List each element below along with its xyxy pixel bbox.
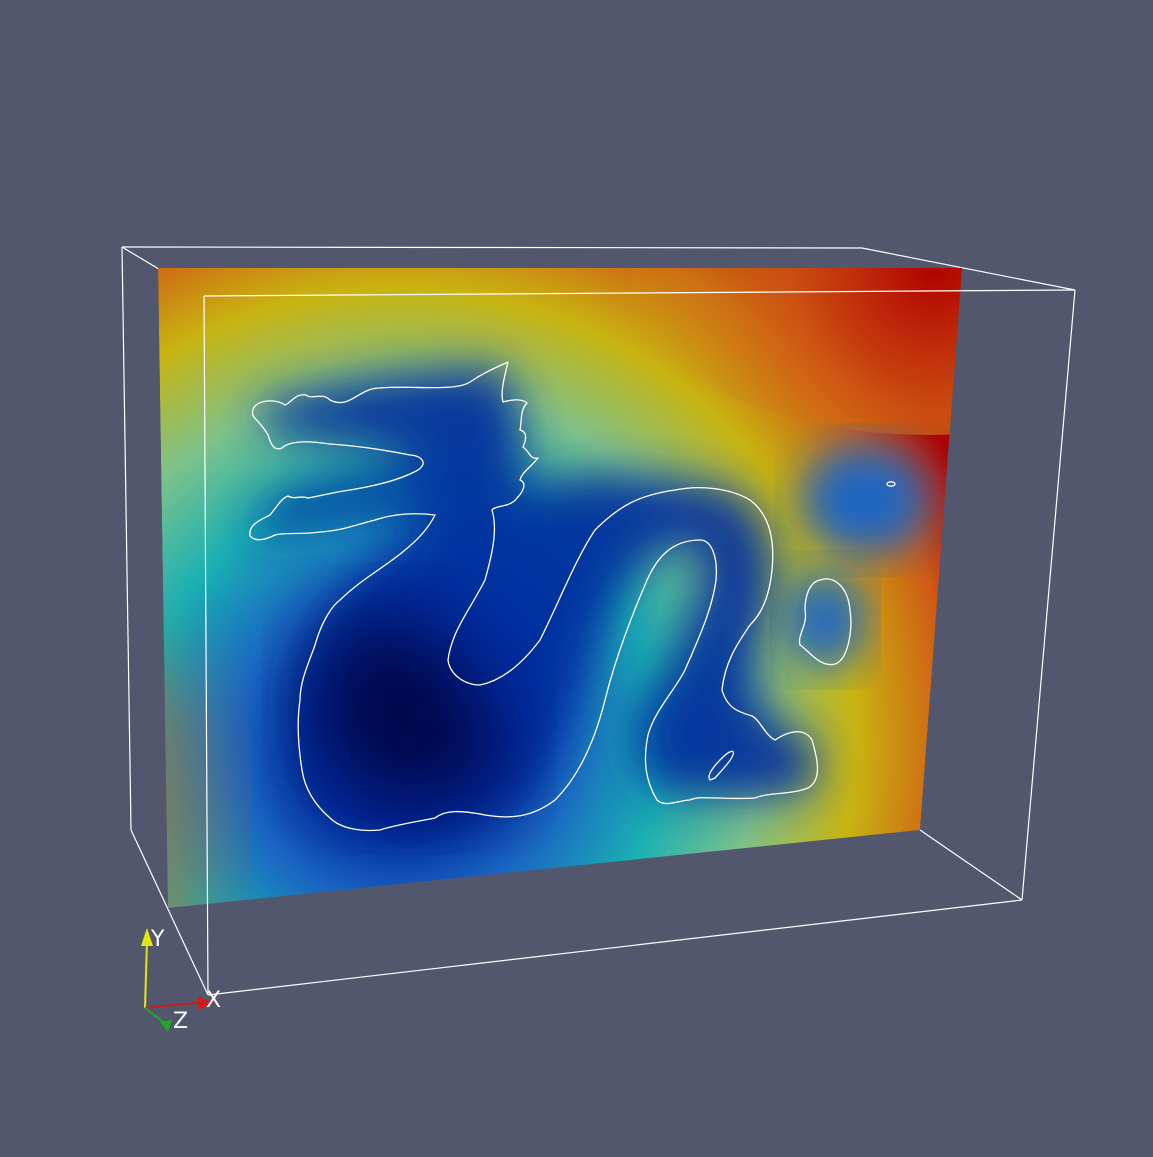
orientation-axes: Y X Z xyxy=(141,927,221,1034)
bounding-box-back xyxy=(121,246,1076,996)
z-axis-arrow xyxy=(160,1020,172,1032)
y-axis-arrow xyxy=(141,928,153,946)
dragon-contour xyxy=(249,361,819,832)
y-axis-label: Y xyxy=(150,927,165,952)
island-contour-tiny xyxy=(886,481,896,487)
bounding-box-front xyxy=(203,289,1076,996)
z-axis-label: Z xyxy=(173,1009,188,1034)
scalar-field-slice[interactable] xyxy=(70,135,1153,990)
x-axis-arrow xyxy=(198,996,214,1010)
x-axis-label: X xyxy=(206,988,221,1013)
island-contour-small xyxy=(708,750,734,781)
isocontour-lines xyxy=(249,361,896,832)
island-contour-right xyxy=(798,578,852,666)
